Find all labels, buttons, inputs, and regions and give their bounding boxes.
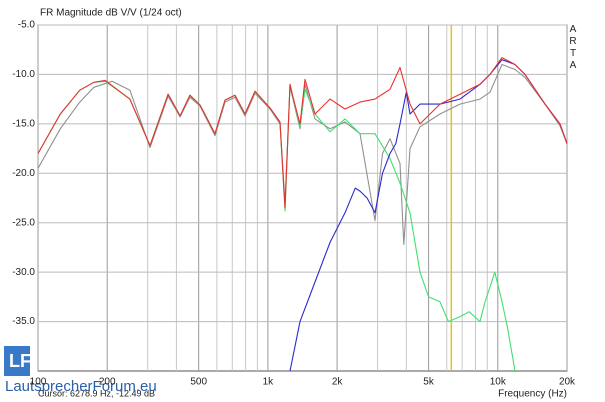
x-tick-label: 5k xyxy=(423,377,435,388)
plot-area xyxy=(37,24,568,372)
x-tick-label: 10k xyxy=(490,377,507,388)
logo-mark: LF xyxy=(9,351,31,371)
y-tick-label: -25.0 xyxy=(12,217,35,228)
x-tick-label: 2k xyxy=(332,377,344,388)
y-tick-label: -15.0 xyxy=(12,118,35,129)
cursor-readout: Cursor: 6278.9 Hz, -12.49 dB xyxy=(38,388,155,398)
chart-title: FR Magnitude dB V/V (1/24 oct) xyxy=(40,8,182,19)
side-label: ARTA xyxy=(568,24,579,72)
x-tick-label: 200 xyxy=(99,377,116,388)
y-tick-label: -5.0 xyxy=(18,20,36,31)
y-tick-label: -20.0 xyxy=(12,168,35,179)
watermark: LautsprecherForum.eu xyxy=(5,378,157,395)
y-tick-label: -30.0 xyxy=(12,267,35,278)
x-tick-label: 500 xyxy=(190,377,207,388)
logo-box xyxy=(4,346,30,376)
y-tick-label: -10.0 xyxy=(12,69,35,80)
x-tick-label: 1k xyxy=(263,377,275,388)
x-tick-label: 20k xyxy=(559,377,576,388)
series-line xyxy=(37,57,568,209)
y-tick-label: -35.0 xyxy=(12,316,35,327)
x-axis-label: Frequency (Hz) xyxy=(498,389,567,400)
x-tick-label: 100 xyxy=(30,377,47,388)
